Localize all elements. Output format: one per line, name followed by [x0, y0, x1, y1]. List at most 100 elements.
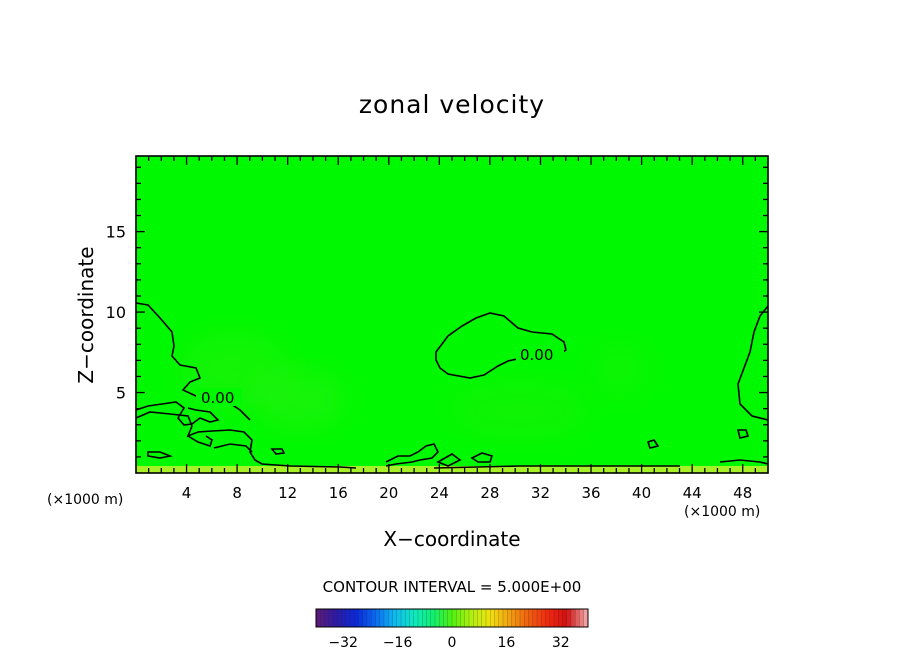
colorbar-swatch [554, 609, 559, 627]
colorbar-swatch [371, 609, 376, 627]
contour-label-2: 0.00 [520, 346, 553, 364]
plot-area: 0.00 0.00 [135, 155, 769, 474]
colorbar-swatch [337, 609, 342, 627]
colorbar-swatch [515, 609, 521, 627]
colorbar-swatch [422, 609, 427, 627]
colorbar-swatch [575, 609, 580, 627]
chart-title: zonal velocity [359, 90, 545, 119]
colorbar-swatch [583, 609, 589, 627]
field-fill [136, 156, 768, 473]
colorbar-swatch [384, 609, 389, 627]
colorbar-swatch [456, 609, 461, 627]
colorbar-swatch [464, 609, 470, 627]
colorbar-swatch [354, 609, 359, 627]
colorbar-swatch [409, 609, 415, 627]
colorbar-swatch [426, 609, 432, 627]
colorbar-swatch [490, 609, 495, 627]
colorbar-swatch [558, 609, 563, 627]
colorbar-swatch [520, 609, 525, 627]
x-tick-label: 48 [733, 484, 752, 502]
colorbar-swatch [537, 609, 542, 627]
colorbar-swatch [367, 609, 372, 627]
colorbar-swatch [396, 609, 402, 627]
colorbar-swatch [388, 609, 393, 627]
colorbar-swatch [430, 609, 436, 627]
colorbar-swatch [473, 609, 478, 627]
colorbar-swatch [511, 609, 517, 627]
contour-label-1: 0.00 [201, 389, 234, 407]
colorbar-swatch [413, 609, 419, 627]
colorbar-swatch [392, 609, 398, 627]
colorbar-swatch [498, 609, 504, 627]
contour-label-bg-1 [196, 388, 242, 406]
colorbar-swatch [358, 609, 364, 627]
y-axis-label: Z−coordinate [74, 246, 98, 383]
colorbar-swatch [418, 609, 423, 627]
colorbar-swatch [443, 609, 449, 627]
colorbar-swatch [481, 609, 487, 627]
x-tick-label: 12 [278, 484, 297, 502]
x-tick-label: 36 [581, 484, 600, 502]
x-tick-label: 32 [531, 484, 550, 502]
colorbar-swatch [469, 609, 474, 627]
contour-interval-text: CONTOUR INTERVAL = 5.000E+00 [323, 578, 582, 596]
y-tick-label: 10 [106, 303, 126, 322]
colorbar-swatch [562, 609, 568, 627]
colorbar-swatch [350, 609, 355, 627]
colorbar-swatch [486, 609, 491, 627]
colorbar-swatch [460, 609, 466, 627]
colorbar-swatch [341, 609, 347, 627]
x-unit-right: (×1000 m) [684, 504, 760, 520]
y-tick-label: 5 [116, 384, 126, 403]
y-tick-label: 15 [106, 223, 126, 242]
x-tick-label: 16 [329, 484, 348, 502]
colorbar-tick-label: −16 [383, 635, 413, 651]
colorbar-swatch [524, 609, 529, 627]
colorbar-swatch [541, 609, 546, 627]
x-axis-label: X−coordinate [383, 527, 520, 551]
x-tick-label: 40 [632, 484, 651, 502]
colorbar-swatch [507, 609, 512, 627]
colorbar-swatch [439, 609, 444, 627]
colorbar-swatch [328, 609, 334, 627]
x-unit-left: (×1000 m) [47, 492, 123, 508]
colorbar-swatch [503, 609, 508, 627]
colorbar-swatch [401, 609, 406, 627]
colorbar-swatch [447, 609, 453, 627]
colorbar-swatch [375, 609, 381, 627]
colorbar-swatch [566, 609, 572, 627]
colorbar-swatch [494, 609, 500, 627]
colorbar-swatch [333, 609, 338, 627]
x-tick-label: 4 [182, 484, 192, 502]
colorbar-swatch [320, 609, 325, 627]
colorbar-swatch [362, 609, 368, 627]
colorbar-swatch [345, 609, 351, 627]
colorbar-tick-label: 16 [497, 635, 515, 651]
x-axis-ticks: 4 8 12 16 20 24 28 32 36 40 44 48 [147, 156, 757, 502]
colorbar: −32 −16 0 16 32 [315, 608, 589, 651]
colorbar-tick-label: 0 [448, 635, 457, 651]
colorbar-tick-label: −32 [328, 635, 358, 651]
colorbar-tick-label: 32 [552, 635, 570, 651]
colorbar-frame [315, 608, 589, 628]
colorbar-swatch [477, 609, 483, 627]
colorbar-swatch [549, 609, 555, 627]
colorbar-swatch [571, 609, 576, 627]
x-tick-label: 44 [683, 484, 702, 502]
colorbar-swatch [545, 609, 551, 627]
colorbar-swatch [316, 609, 321, 627]
x-tick-label: 28 [480, 484, 499, 502]
y-axis-ticks: 5 10 15 [106, 166, 768, 458]
colorbar-swatch [579, 609, 585, 627]
colorbar-swatch [528, 609, 534, 627]
colorbar-swatch [452, 609, 457, 627]
colorbar-swatch [405, 609, 410, 627]
x-tick-label: 20 [379, 484, 398, 502]
contour-label-bg-2 [516, 345, 564, 363]
colorbar-swatch [435, 609, 440, 627]
x-tick-label: 24 [430, 484, 449, 502]
colorbar-swatch [532, 609, 538, 627]
colorbar-swatch [379, 609, 385, 627]
colorbar-swatch [324, 609, 330, 627]
